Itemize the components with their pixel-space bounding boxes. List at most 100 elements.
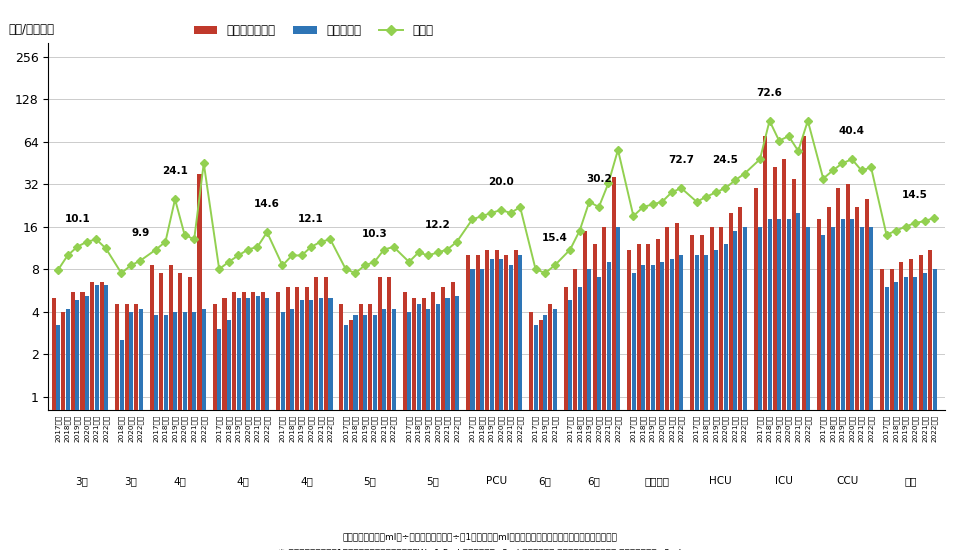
Bar (733, 230, 737, 550)
Bar (84, 295, 89, 550)
Bar (150, 266, 154, 550)
Bar (670, 258, 674, 550)
Bar (340, 304, 344, 550)
Bar (202, 309, 206, 550)
Bar (602, 227, 606, 550)
Bar (616, 227, 620, 550)
Bar (353, 315, 357, 550)
Text: HCU: HCU (709, 476, 732, 486)
Bar (632, 273, 636, 550)
Bar (232, 292, 236, 550)
Bar (159, 273, 163, 550)
Bar (646, 244, 650, 550)
Bar (328, 298, 332, 550)
Bar (466, 255, 470, 550)
Bar (223, 298, 227, 550)
Bar (787, 219, 791, 550)
Bar (709, 227, 713, 550)
Bar (179, 273, 182, 550)
Bar (865, 199, 869, 550)
Bar (155, 315, 158, 550)
Bar (173, 312, 178, 550)
Text: 12.2: 12.2 (425, 219, 450, 230)
Bar (319, 298, 323, 550)
Bar (125, 304, 129, 550)
Bar (169, 266, 173, 550)
Text: 20.0: 20.0 (488, 177, 514, 187)
Bar (104, 285, 108, 550)
Text: ICU: ICU (775, 476, 793, 486)
Bar (280, 312, 285, 550)
Bar (115, 304, 119, 550)
Bar (705, 255, 708, 550)
Bar (81, 292, 84, 550)
Bar (890, 269, 894, 550)
Bar (651, 266, 655, 550)
Bar (690, 235, 694, 550)
Bar (627, 250, 631, 550)
Text: 24.1: 24.1 (162, 167, 188, 177)
Text: CCU: CCU (836, 476, 858, 486)
Bar (641, 266, 645, 550)
Text: 15.4: 15.4 (541, 233, 567, 243)
Text: 14.5: 14.5 (902, 190, 928, 200)
Text: 24.5: 24.5 (712, 155, 738, 166)
Text: （回/患者日）: （回/患者日） (8, 23, 54, 36)
Bar (417, 304, 420, 550)
Bar (455, 295, 459, 550)
Text: 4西: 4西 (237, 476, 250, 486)
Bar (120, 340, 124, 550)
Bar (504, 255, 509, 550)
Bar (470, 269, 474, 550)
Bar (656, 239, 660, 550)
Bar (792, 179, 796, 550)
Bar (138, 309, 143, 550)
Bar (534, 325, 538, 550)
Bar (913, 277, 918, 550)
Bar (754, 188, 757, 550)
Bar (296, 287, 300, 550)
Bar (441, 287, 445, 550)
Bar (421, 298, 426, 550)
Bar (919, 255, 923, 550)
Bar (217, 329, 222, 550)
Bar (475, 255, 480, 550)
Bar (66, 309, 70, 550)
Bar (573, 269, 578, 550)
Bar (61, 312, 65, 550)
Bar (827, 207, 830, 550)
Bar (763, 136, 767, 550)
Bar (869, 227, 874, 550)
Bar (778, 219, 781, 550)
Bar (758, 227, 762, 550)
Bar (539, 320, 543, 550)
Text: 40.4: 40.4 (839, 126, 865, 136)
Bar (743, 227, 747, 550)
Bar (817, 219, 821, 550)
Bar (583, 230, 587, 550)
Bar (680, 255, 684, 550)
Bar (246, 298, 251, 550)
Bar (163, 315, 168, 550)
Bar (387, 277, 392, 550)
Text: 30.2: 30.2 (586, 174, 612, 184)
Bar (213, 304, 217, 550)
Bar (261, 292, 265, 550)
Bar (909, 258, 913, 550)
Text: 全体: 全体 (904, 476, 917, 486)
Bar (359, 304, 363, 550)
Bar (900, 262, 903, 550)
Bar (324, 277, 328, 550)
Bar (255, 295, 260, 550)
Bar (265, 298, 269, 550)
Bar (94, 285, 99, 550)
Bar (597, 277, 601, 550)
Bar (612, 177, 615, 550)
Bar (485, 250, 490, 550)
Bar (309, 300, 313, 550)
Bar (499, 258, 503, 550)
Bar (377, 277, 382, 550)
Bar (236, 298, 241, 550)
Text: 6西: 6西 (588, 476, 601, 486)
Bar (782, 160, 786, 550)
